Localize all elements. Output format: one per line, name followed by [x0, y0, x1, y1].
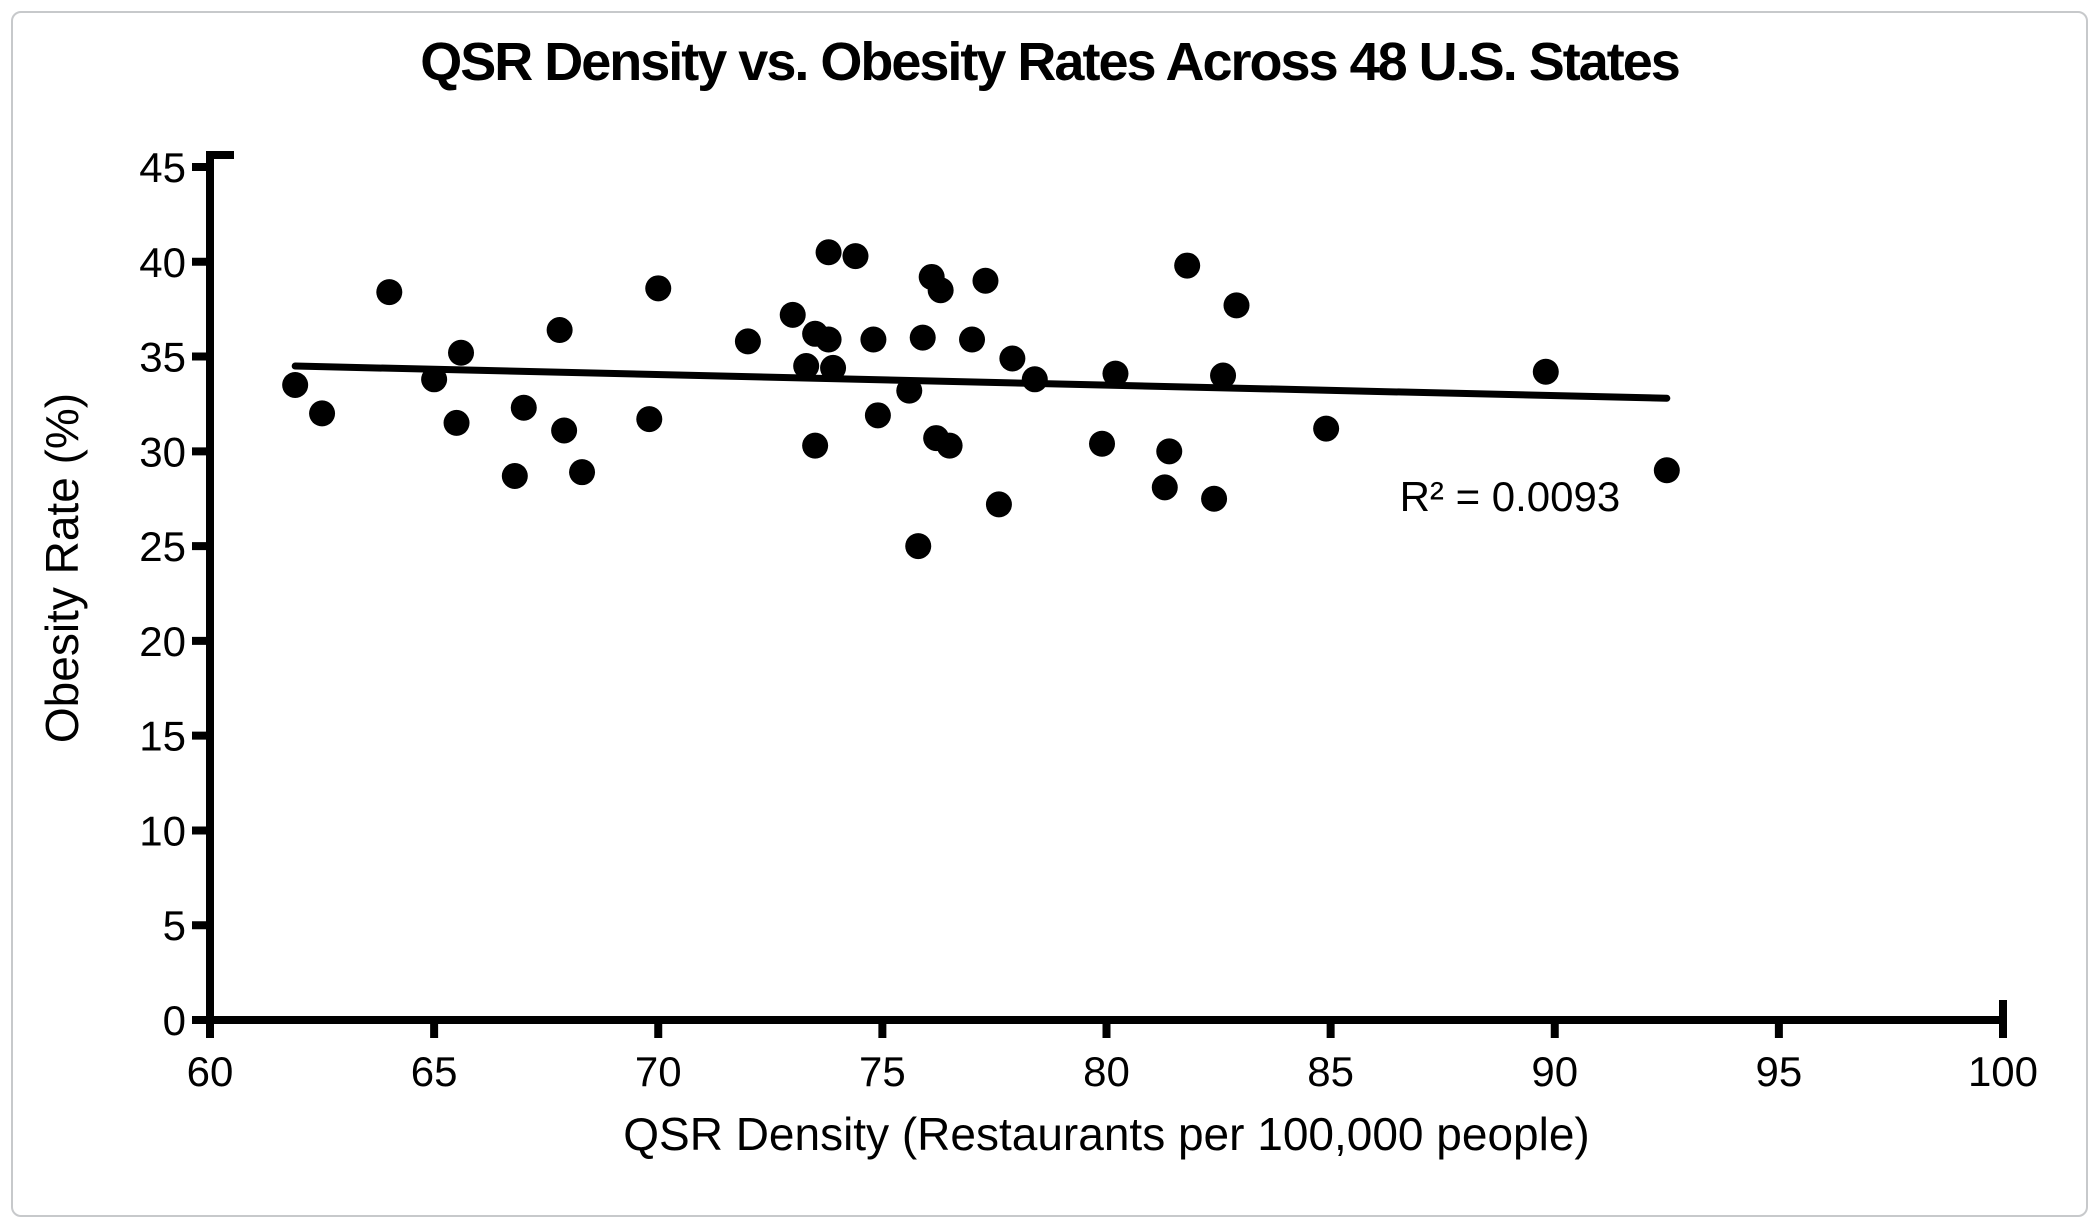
x-tick-label: 70: [635, 1048, 682, 1095]
r-squared-label: R² = 0.0093: [1400, 473, 1621, 520]
y-tick-label: 5: [163, 902, 186, 949]
data-point: [734, 328, 761, 355]
data-points: [282, 239, 1680, 560]
y-tick-label: 10: [139, 807, 186, 854]
data-point: [1021, 366, 1048, 393]
data-point: [842, 243, 869, 270]
data-point: [1156, 438, 1183, 465]
data-point: [282, 371, 309, 398]
data-point: [1653, 457, 1680, 484]
y-tick-label: 0: [163, 997, 186, 1044]
data-point: [802, 432, 829, 459]
data-point: [1532, 358, 1559, 385]
y-tick-label: 20: [139, 618, 186, 665]
data-point: [1313, 415, 1340, 442]
data-point: [636, 406, 663, 433]
data-point: [909, 324, 936, 351]
data-point: [421, 366, 448, 393]
trend-line: [291, 362, 1671, 402]
y-axis: 0 5 10 15 20 25 30 35 40 45: [139, 144, 234, 1044]
y-tick-label: 35: [139, 334, 186, 381]
x-tick-label: 80: [1083, 1048, 1130, 1095]
data-point: [1102, 360, 1129, 387]
data-point: [972, 267, 999, 294]
x-tick-label: 100: [1968, 1048, 2038, 1095]
data-point: [546, 317, 573, 344]
data-point: [999, 345, 1026, 372]
x-axis-title: QSR Density (Restaurants per 100,000 peo…: [623, 1108, 1590, 1160]
x-tick-label: 85: [1307, 1048, 1354, 1095]
data-point: [443, 409, 470, 436]
data-point: [309, 400, 336, 427]
data-point: [376, 279, 403, 306]
x-axis: 60 65 70 75 80 85 90 95 100: [187, 1000, 2038, 1095]
data-point: [448, 339, 475, 366]
data-point: [793, 353, 820, 380]
data-point: [569, 459, 596, 486]
data-point: [905, 533, 932, 560]
y-tick-label: 15: [139, 713, 186, 760]
data-point: [501, 462, 528, 489]
x-tick-label: 65: [411, 1048, 458, 1095]
data-point: [815, 326, 842, 353]
trend-line-segment: [291, 362, 1671, 402]
data-point: [1201, 485, 1228, 512]
data-point: [1151, 474, 1178, 501]
data-point: [551, 417, 578, 444]
data-point: [779, 301, 806, 328]
x-tick-label: 60: [187, 1048, 234, 1095]
data-point: [1174, 252, 1201, 279]
chart-title: QSR Density vs. Obesity Rates Across 48 …: [420, 32, 1681, 92]
data-point: [510, 394, 537, 421]
y-tick-label: 30: [139, 428, 186, 475]
x-tick-label: 75: [859, 1048, 906, 1095]
x-tick-label: 95: [1756, 1048, 1803, 1095]
y-tick-label: 40: [139, 239, 186, 286]
data-point: [1210, 362, 1237, 389]
y-axis-title: Obesity Rate (%): [36, 392, 88, 744]
data-point: [896, 377, 923, 404]
data-point: [1223, 292, 1250, 319]
data-point: [645, 275, 672, 302]
data-point: [815, 239, 842, 266]
data-point: [860, 326, 887, 353]
data-point: [927, 277, 954, 304]
y-tick-label: 25: [139, 523, 186, 570]
data-point: [936, 432, 963, 459]
data-point: [1089, 430, 1116, 457]
data-point: [820, 354, 847, 381]
data-point: [864, 402, 891, 429]
x-tick-label: 90: [1531, 1048, 1578, 1095]
data-point: [959, 326, 986, 353]
y-tick-label: 45: [139, 144, 186, 191]
data-point: [985, 491, 1012, 518]
